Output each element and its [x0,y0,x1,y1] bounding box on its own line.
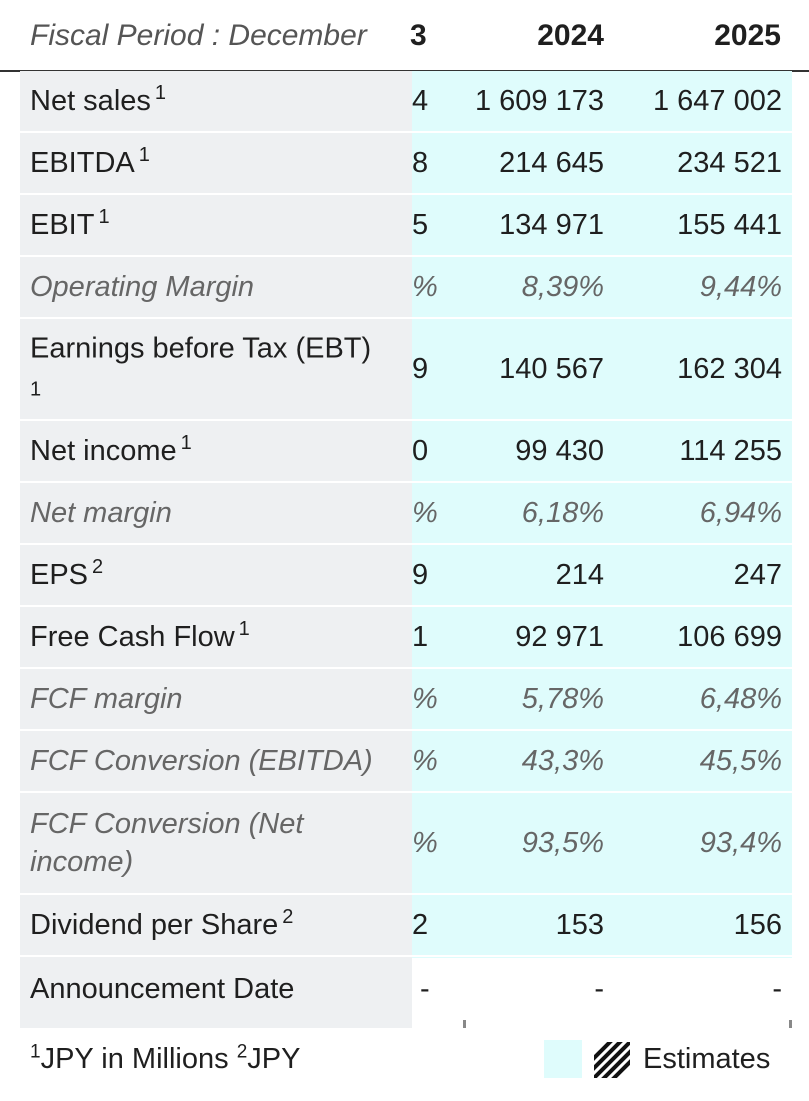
table-row-ebit: EBIT 1 5 134 971 155 441 [20,195,792,257]
table-row-ebt: Earnings before Tax (EBT) 1 9 140 567 162… [20,319,792,421]
cell-partial: % [412,827,438,859]
cell-partial: % [412,683,438,715]
table-row-eps: EPS 2 9 214 247 [20,545,792,607]
cell-2025: 156 [733,909,782,941]
table-row-fcf-conversion-ebitda: FCF Conversion (EBITDA) % 43,3% 45,5% [20,731,792,793]
cell-partial: 5 [412,209,429,241]
column-header-partial: 3 [410,19,427,52]
table-row-net-income: Net income 1 0 99 430 114 255 [20,421,792,483]
column-header-2025: 2025 [714,19,781,52]
table-row-ebitda: EBITDA 1 8 214 645 234 521 [20,133,792,195]
table-row-fcf-conversion-net-income: FCF Conversion (Net income) % 93,5% 93,4… [20,793,792,895]
cell-2025: 45,5% [699,745,782,777]
table-row-fcf-margin: FCF margin % 5,78% 6,48% [20,669,792,731]
row-label: FCF margin [30,683,183,715]
cell-2024: 8,39% [521,271,604,303]
cell-2025: 9,44% [699,271,782,303]
cell-partial: - [420,973,430,1005]
cell-2024: 214 [555,559,604,591]
table-row-operating-margin: Operating Margin % 8,39% 9,44% [20,257,792,319]
cell-partial: % [412,497,438,529]
cell-2024: 6,18% [521,497,604,529]
cell-2024: 1 609 173 [474,85,604,117]
fiscal-period-label: Fiscal Period : December [30,19,367,52]
table-row-announcement-date: Announcement Date - - - [20,957,792,1021]
cell-partial: 2 [412,909,429,941]
column-divider-tick [789,1020,792,1028]
legend-label: Estimates [643,1043,771,1075]
cell-2025: 6,94% [699,497,782,529]
cell-2024: 5,78% [521,683,604,715]
footnotes: 1JPY in Millions 2JPY [30,1041,301,1075]
cell-2024: - [594,973,604,1005]
cell-2025: - [772,973,782,1005]
column-divider-tick [463,1020,466,1028]
estimates-swatch [544,1040,582,1078]
estimates-background [412,71,792,958]
cell-2024: 99 430 [515,435,604,467]
cell-2025: 234 521 [677,147,782,179]
cell-2025: 6,48% [699,683,782,715]
cell-2025: 93,4% [699,827,782,859]
row-label: Free Cash Flow 1 [30,618,250,653]
table-row-dividend-per-share: Dividend per Share 2 2 153 156 [20,895,792,957]
row-label: FCF Conversion (Net income) [30,808,304,878]
cell-partial: 0 [412,435,429,467]
cell-2025: 155 441 [677,209,782,241]
cell-2024: 93,5% [521,827,604,859]
cell-2025: 1 647 002 [652,85,782,117]
cell-2024: 134 971 [499,209,604,241]
column-header-2024: 2024 [537,19,604,52]
cell-partial: 8 [412,147,429,179]
row-label: Announcement Date [30,973,295,1005]
table-row-net-sales: Net sales 1 4 1 609 173 1 647 002 [20,71,792,133]
table-header: Fiscal Period : December 3 2024 2025 [0,0,809,72]
cell-partial: 9 [412,353,429,385]
row-label: Net margin [30,497,172,529]
cell-partial: 4 [412,85,429,117]
cell-2024: 153 [555,909,604,941]
row-label: Net income 1 [30,432,192,467]
cell-2025: 114 255 [679,435,782,467]
cell-partial: % [412,271,438,303]
cell-2024: 92 971 [515,621,604,653]
cell-2024: 43,3% [521,745,604,777]
cell-partial: 1 [412,621,429,653]
row-label: Net sales 1 [30,82,167,117]
cell-2024: 140 567 [499,353,604,385]
table-footer: 1JPY in Millions 2JPY Estimates [0,1030,809,1101]
row-label: EBIT 1 [30,206,110,241]
row-label: Operating Margin [30,271,255,303]
cell-2025: 162 304 [677,353,782,385]
row-label: Earnings before Tax (EBT) 1 [30,332,372,401]
cell-partial: 9 [412,559,429,591]
cell-2024: 214 645 [499,147,604,179]
table-row-free-cash-flow: Free Cash Flow 1 1 92 971 106 699 [20,607,792,669]
cell-partial: % [412,745,438,777]
row-label: FCF Conversion (EBITDA) [30,745,373,777]
row-label: EPS 2 [30,556,104,591]
cell-2025: 247 [733,559,782,591]
row-label: EBITDA 1 [30,144,150,179]
label-column-background [20,71,412,1028]
table-row-net-margin: Net margin % 6,18% 6,94% [20,483,792,545]
hatch-icon [594,1042,630,1078]
row-label: Dividend per Share 2 [30,906,294,941]
cell-2025: 106 699 [677,621,782,653]
